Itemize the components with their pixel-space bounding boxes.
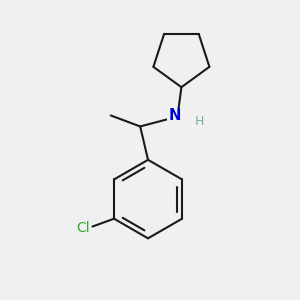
Text: N: N — [168, 108, 181, 123]
Text: Cl: Cl — [76, 221, 89, 235]
Text: H: H — [194, 115, 204, 128]
